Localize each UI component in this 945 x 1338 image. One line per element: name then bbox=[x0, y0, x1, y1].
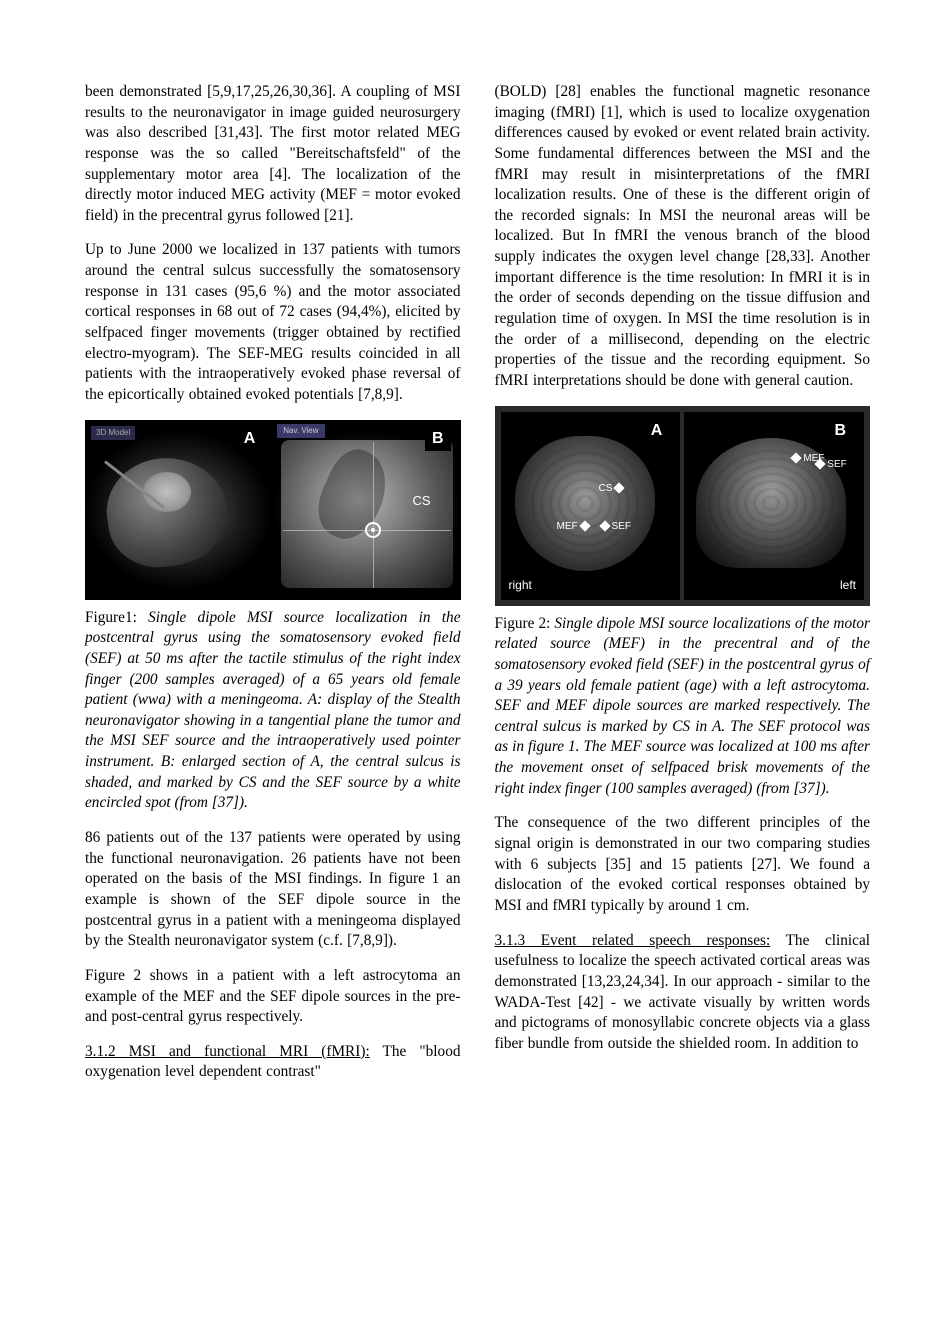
right-p2: The consequence of the two different pri… bbox=[495, 813, 871, 916]
fig1a-tumor bbox=[143, 472, 191, 512]
left-p3: 86 patients out of the 137 patients were… bbox=[85, 828, 461, 952]
section-313: 3.1.3 Event related speech responses: Th… bbox=[495, 931, 871, 1055]
fig1b-navview-label: Nav. View bbox=[277, 424, 324, 439]
left-p4: Figure 2 shows in a patient with a left … bbox=[85, 966, 461, 1028]
figure-1-image: 3D Model A Nav. View CS B bbox=[85, 420, 461, 600]
fig2b-letter: B bbox=[826, 418, 854, 444]
fig2a-sef-marker: SEF bbox=[601, 520, 631, 534]
fig2a-letter: A bbox=[643, 418, 671, 444]
figure-1-panel-b: Nav. View CS B bbox=[272, 420, 460, 600]
fig1a-3dmodel-label: 3D Model bbox=[91, 426, 135, 441]
sec313-tail: The clinical usefulness to localize the … bbox=[495, 932, 871, 1052]
left-column: been demonstrated [5,9,17,25,26,30,36]. … bbox=[85, 82, 461, 1083]
figure-2-panel-b: B MEF SEF left bbox=[684, 412, 864, 600]
figure-1-panel-a: 3D Model A bbox=[85, 420, 272, 600]
fig2b-sef-text: SEF bbox=[827, 458, 846, 472]
fig2b-left-label: left bbox=[840, 577, 856, 593]
fig2a-gyri-texture bbox=[525, 446, 645, 561]
figure-1-caption: Figure1: Single dipole MSI source locali… bbox=[85, 608, 461, 814]
fig1b-cs-label: CS bbox=[412, 492, 430, 510]
diamond-icon bbox=[599, 521, 610, 532]
fig2-caption-lead: Figure 2: bbox=[495, 615, 555, 632]
fig2a-mef-text: MEF bbox=[557, 520, 578, 534]
fig2a-right-label: right bbox=[509, 577, 532, 593]
fig1-caption-body: Single dipole MSI source localization in… bbox=[85, 609, 461, 812]
fig1b-crosshair-v bbox=[373, 442, 374, 588]
fig1a-brain-slice bbox=[100, 450, 234, 574]
fig2a-cs-text: CS bbox=[599, 482, 613, 496]
diamond-icon bbox=[815, 459, 826, 470]
fig2a-cs-marker: CS bbox=[599, 482, 624, 496]
sec312-heading: 3.1.2 MSI and functional MRI (fMRI): bbox=[85, 1043, 370, 1060]
figure-2-panel-a: A CS MEF SEF right bbox=[501, 412, 681, 600]
fig1b-sef-source-marker bbox=[365, 522, 381, 538]
fig1b-letter: B bbox=[425, 426, 451, 452]
figure-2-image: A CS MEF SEF right B MEF bbox=[495, 406, 871, 606]
fig2-caption-body: Single dipole MSI source localizations o… bbox=[495, 615, 871, 797]
fig1a-letter: A bbox=[237, 426, 263, 452]
right-column: (BOLD) [28] enables the functional magne… bbox=[495, 82, 871, 1083]
left-p1: been demonstrated [5,9,17,25,26,30,36]. … bbox=[85, 82, 461, 226]
figure-1: 3D Model A Nav. View CS B bbox=[85, 420, 461, 814]
fig2a-sef-text: SEF bbox=[612, 520, 631, 534]
figure-2-caption: Figure 2: Single dipole MSI source local… bbox=[495, 614, 871, 800]
fig2b-sef-marker: SEF bbox=[816, 458, 846, 472]
diamond-icon bbox=[614, 483, 625, 494]
figure-2: A CS MEF SEF right B MEF bbox=[495, 406, 871, 800]
page-columns: been demonstrated [5,9,17,25,26,30,36]. … bbox=[85, 82, 870, 1083]
left-p2: Up to June 2000 we localized in 137 pati… bbox=[85, 240, 461, 405]
fig2a-mef-marker: MEF bbox=[557, 520, 589, 534]
fig1-caption-lead: Figure1: bbox=[85, 609, 148, 626]
diamond-icon bbox=[791, 453, 802, 464]
section-312: 3.1.2 MSI and functional MRI (fMRI): The… bbox=[85, 1042, 461, 1083]
diamond-icon bbox=[579, 521, 590, 532]
fig2a-brain-axial bbox=[515, 436, 655, 571]
right-p1: (BOLD) [28] enables the functional magne… bbox=[495, 82, 871, 392]
sec313-heading: 3.1.3 Event related speech responses: bbox=[495, 932, 771, 949]
